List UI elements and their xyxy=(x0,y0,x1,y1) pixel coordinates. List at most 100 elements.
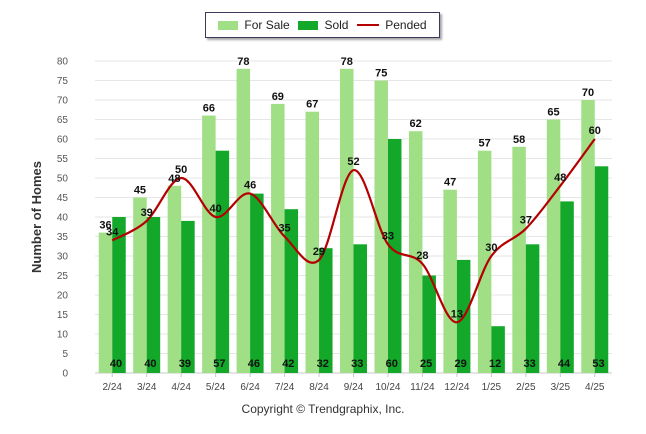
data-label-for-sale: 47 xyxy=(444,177,456,189)
y-tick-label: 50 xyxy=(57,174,69,185)
data-label-sold: 42 xyxy=(282,358,294,370)
y-tick-label: 20 xyxy=(57,291,69,302)
data-label-for-sale: 75 xyxy=(375,68,387,80)
data-label-pended: 13 xyxy=(451,308,463,320)
x-tick-label: 4/25 xyxy=(585,382,605,393)
x-tick-label: 1/25 xyxy=(482,382,502,393)
y-tick-label: 10 xyxy=(57,330,69,341)
x-tick-label: 10/24 xyxy=(375,382,400,393)
data-label-sold: 12 xyxy=(489,358,501,370)
bar-sold xyxy=(525,244,540,373)
data-label-pended: 30 xyxy=(485,242,497,254)
data-label-pended: 37 xyxy=(520,215,532,227)
x-tick-label: 2/25 xyxy=(516,382,536,393)
y-tick-label: 25 xyxy=(57,271,69,282)
bar-sold xyxy=(146,217,161,373)
data-label-sold: 60 xyxy=(386,358,398,370)
data-label-pended: 40 xyxy=(210,203,222,215)
x-tick-label: 6/24 xyxy=(240,382,260,393)
data-label-pended: 34 xyxy=(106,226,119,238)
bar-for-sale xyxy=(581,100,595,373)
data-label-sold: 39 xyxy=(179,358,191,370)
data-label-sold: 33 xyxy=(523,358,535,370)
bar-sold xyxy=(112,217,126,373)
y-tick-label: 30 xyxy=(57,252,69,263)
legend-label-sold: Sold xyxy=(324,18,349,32)
bar-for-sale xyxy=(512,146,526,373)
x-tick-label: 2/24 xyxy=(102,382,122,393)
legend-item-pended[interactable]: Pended xyxy=(357,18,427,32)
bar-for-sale xyxy=(236,68,251,374)
x-tick-label: 3/24 xyxy=(137,382,157,393)
bar-for-sale xyxy=(133,197,147,373)
data-label-pended: 28 xyxy=(416,250,428,262)
bar-for-sale xyxy=(202,115,216,373)
x-tick-label: 4/24 xyxy=(171,382,191,393)
data-label-for-sale: 65 xyxy=(547,107,559,119)
data-label-pended: 39 xyxy=(141,207,153,219)
bar-sold xyxy=(250,193,264,373)
bar-sold xyxy=(560,201,574,373)
data-label-for-sale: 67 xyxy=(306,99,318,111)
legend-label-for-sale: For Sale xyxy=(244,18,290,32)
bar-sold xyxy=(353,244,367,373)
sold-swatch xyxy=(298,20,319,30)
bar-sold xyxy=(491,326,505,373)
bar-for-sale xyxy=(305,111,320,373)
data-label-for-sale: 78 xyxy=(237,56,249,68)
bar-for-sale xyxy=(546,119,561,373)
legend-item-for-sale[interactable]: For Sale xyxy=(218,18,290,32)
bar-sold xyxy=(215,150,230,373)
x-tick-label: 7/24 xyxy=(275,382,295,393)
y-tick-label: 35 xyxy=(57,232,69,243)
legend-item-sold[interactable]: Sold xyxy=(298,18,348,32)
data-label-sold: 25 xyxy=(420,358,432,370)
bar-sold xyxy=(181,220,195,373)
data-label-for-sale: 69 xyxy=(272,91,284,103)
data-label-for-sale: 48 xyxy=(168,173,180,185)
data-label-for-sale: 62 xyxy=(410,118,422,130)
bar-sold xyxy=(422,275,436,373)
data-label-pended: 52 xyxy=(347,156,359,168)
y-tick-label: 0 xyxy=(62,369,68,380)
pended-line xyxy=(111,138,596,324)
y-tick-label: 5 xyxy=(62,349,68,360)
data-label-sold: 32 xyxy=(317,358,329,370)
bar-for-sale xyxy=(271,103,285,374)
data-label-for-sale: 58 xyxy=(513,134,525,146)
y-tick-label: 55 xyxy=(57,154,69,165)
data-label-for-sale: 66 xyxy=(203,103,215,115)
bar-for-sale xyxy=(167,185,182,373)
bar-sold xyxy=(594,166,609,373)
data-label-for-sale: 78 xyxy=(341,56,353,68)
data-label-sold: 57 xyxy=(213,358,225,370)
legend: For Sale Sold Pended xyxy=(205,12,440,38)
data-label-pended: 29 xyxy=(313,246,325,258)
bar-for-sale xyxy=(477,150,492,373)
data-label-pended: 60 xyxy=(589,125,601,137)
bar-for-sale xyxy=(374,80,388,373)
data-label-pended: 46 xyxy=(244,180,256,192)
data-label-for-sale: 70 xyxy=(582,87,594,99)
data-label-sold: 33 xyxy=(351,358,363,370)
bar-sold xyxy=(387,139,402,373)
x-tick-label: 11/24 xyxy=(410,382,435,393)
data-label-pended: 33 xyxy=(382,230,394,242)
x-tick-label: 12/24 xyxy=(444,382,469,393)
copyright-text: Copyright © Trendgraphix, Inc. xyxy=(241,402,405,416)
y-tick-label: 15 xyxy=(57,310,69,321)
y-tick-label: 80 xyxy=(57,57,69,68)
bar-for-sale xyxy=(98,232,113,373)
data-label-sold: 40 xyxy=(144,358,156,370)
y-tick-label: 70 xyxy=(57,96,69,107)
y-tick-label: 40 xyxy=(57,213,69,224)
y-tick-label: 75 xyxy=(57,76,69,87)
bar-sold xyxy=(284,209,299,373)
data-label-pended: 50 xyxy=(175,164,187,176)
data-label-sold: 46 xyxy=(248,358,260,370)
data-label-pended: 48 xyxy=(554,172,566,184)
bar-for-sale xyxy=(340,68,354,374)
legend-label-pended: Pended xyxy=(385,18,427,32)
data-label-sold: 29 xyxy=(455,358,467,370)
